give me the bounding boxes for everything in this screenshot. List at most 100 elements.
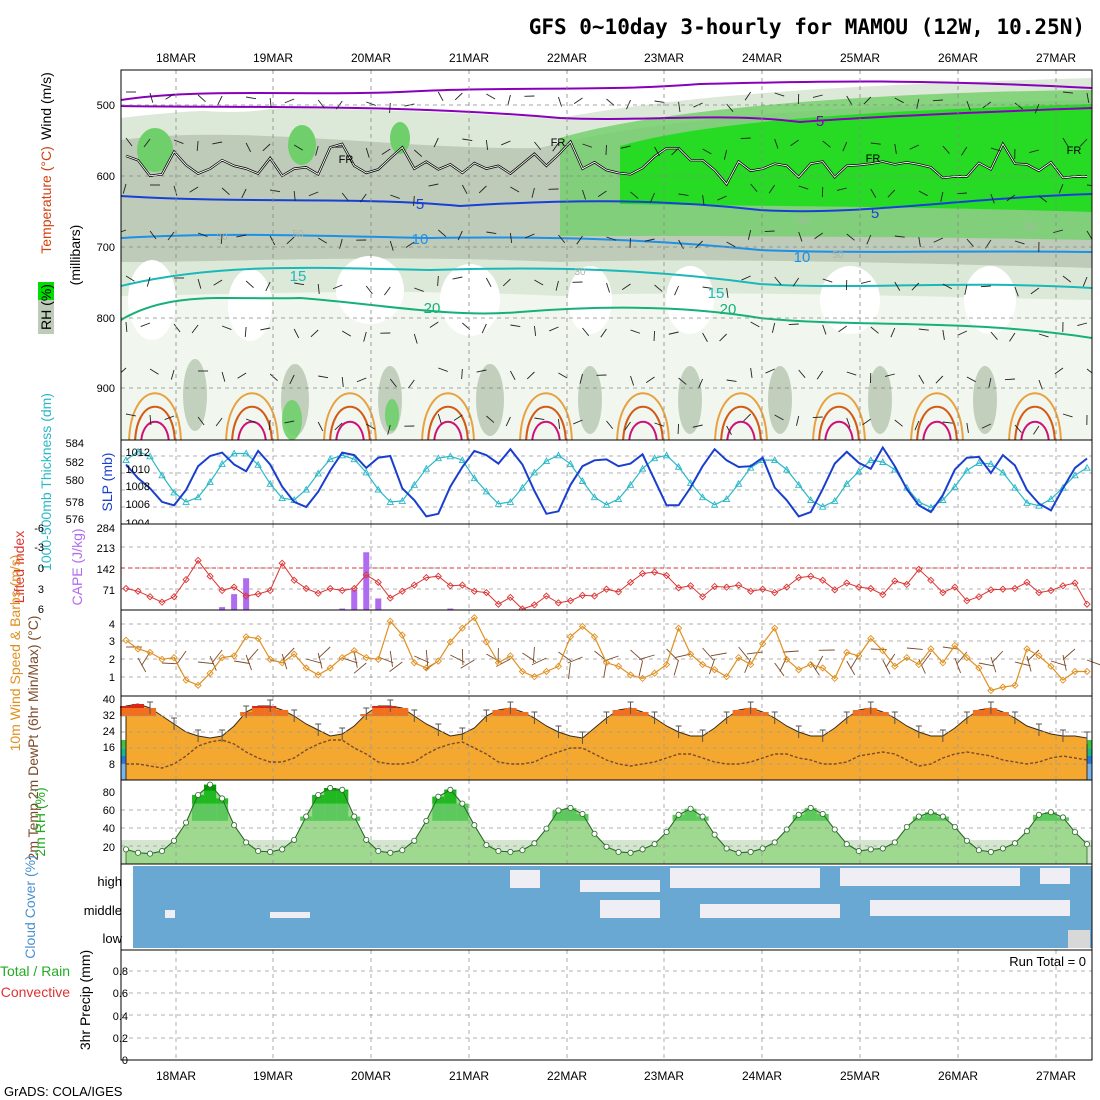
date-label-bottom: 21MAR xyxy=(449,1069,489,1083)
pressure-axis: 500 600 700 800 900 xyxy=(97,100,115,395)
lifted-index-marker xyxy=(650,568,659,576)
wind-barb xyxy=(509,232,513,243)
wind-barb xyxy=(125,413,136,417)
rh-marker xyxy=(795,811,802,818)
wind-barb xyxy=(702,286,713,289)
thickness-marker xyxy=(590,493,599,501)
surface-wind-barb xyxy=(990,656,997,673)
slp-line xyxy=(125,445,1088,518)
temperature-band xyxy=(372,706,385,716)
surface-wind-barb xyxy=(282,647,295,660)
wind-speed-marker xyxy=(686,650,695,658)
temperature-legend-label: Temperature (°C) xyxy=(38,146,54,254)
contour-label: 20 xyxy=(424,300,441,317)
wind-barb xyxy=(812,416,823,418)
heat-contour xyxy=(134,405,176,440)
rh-marker xyxy=(675,811,682,818)
wind-barb xyxy=(743,413,751,422)
wind-barb xyxy=(1034,103,1040,114)
contour-label: 15 xyxy=(708,285,725,302)
wind-barb xyxy=(365,285,373,295)
pressure-tick-label: 600 xyxy=(97,171,115,183)
rh-marker xyxy=(315,791,322,798)
lifted-index-marker xyxy=(1011,584,1019,593)
wind-barb xyxy=(125,275,135,282)
rh-marker xyxy=(483,842,490,849)
wind-speed-marker xyxy=(122,636,130,644)
surface-wind-barb xyxy=(425,649,429,666)
wind-speed-marker xyxy=(698,660,707,669)
wind-barb xyxy=(1053,229,1064,234)
wind-barb xyxy=(1014,102,1024,110)
cape-bar xyxy=(447,608,454,610)
wind-speed-marker xyxy=(506,652,515,660)
rh-marker xyxy=(999,845,1006,852)
heat-contour xyxy=(922,420,952,440)
wind-barb xyxy=(294,282,305,286)
wind-barb xyxy=(315,145,319,156)
wind-barb xyxy=(726,287,729,298)
wind-barb xyxy=(558,418,561,429)
lifted-index-marker xyxy=(302,584,310,593)
lifted-index-marker xyxy=(710,582,719,591)
wind-barb xyxy=(702,332,708,342)
rh-marker xyxy=(687,805,694,812)
wind-speed-marker xyxy=(134,645,142,653)
rh-axis-label: 2m RH (%) xyxy=(32,787,48,856)
thickness-marker xyxy=(482,487,491,495)
wind-barb xyxy=(196,140,199,152)
thickness-marker xyxy=(710,500,719,508)
lifted-index-marker xyxy=(1023,578,1031,586)
surface-wind-barb xyxy=(956,651,968,665)
surface-wind-barb xyxy=(450,654,465,663)
wind-barb xyxy=(814,232,823,240)
rh-marker xyxy=(939,813,946,820)
surface-wind-barb xyxy=(1050,660,1067,667)
rh-band xyxy=(924,812,937,821)
cloud-gap xyxy=(700,904,840,918)
thickness-marker xyxy=(879,458,887,465)
thickness-axis: 576 578 580 582 584 xyxy=(66,438,84,526)
wind-barb xyxy=(461,184,468,195)
lifted-index-marker xyxy=(530,601,539,609)
lifted-index-marker xyxy=(218,586,226,595)
rh-marker xyxy=(243,839,250,846)
surface-wind-barb xyxy=(710,652,727,657)
surface-wind-barb xyxy=(991,650,1004,664)
wind-barb xyxy=(534,279,544,286)
rh-marker xyxy=(891,839,898,846)
lifted-tick: -3 xyxy=(34,542,44,554)
cape-bar xyxy=(339,608,346,610)
thickness-marker xyxy=(422,464,431,472)
rh-marker xyxy=(123,846,130,853)
contour-label: 5 xyxy=(816,113,824,130)
rh-marker xyxy=(879,845,886,852)
contour-label: 15 xyxy=(290,268,307,285)
wind-barb xyxy=(744,91,752,101)
wind-barb xyxy=(165,93,175,100)
wind-barb xyxy=(486,93,496,100)
wind-barb xyxy=(1033,425,1040,435)
rh-marker xyxy=(555,807,562,814)
wind-speed-marker xyxy=(807,660,815,669)
wind-speed-marker xyxy=(446,638,454,646)
surface-wind-barb xyxy=(247,648,259,662)
thickness-marker xyxy=(1047,495,1055,502)
rh-marker xyxy=(855,848,862,855)
wind-speed-marker xyxy=(1059,676,1067,684)
wind-barb xyxy=(966,376,976,383)
wind-barb xyxy=(140,322,151,328)
heat-contour xyxy=(1008,392,1062,440)
heat-contour xyxy=(519,392,573,440)
wind-speed-marker xyxy=(458,624,466,632)
wind-barb xyxy=(842,141,848,152)
wind-barb xyxy=(481,323,487,334)
wind-barb xyxy=(940,191,944,202)
cape-tick: 71 xyxy=(103,585,115,597)
wind-barb xyxy=(990,147,1001,152)
wind-barb xyxy=(1029,149,1040,154)
rh-marker xyxy=(711,831,718,838)
thickness-marker xyxy=(206,478,214,485)
surface-wind-barb xyxy=(211,649,223,663)
wind-barb xyxy=(146,276,151,287)
